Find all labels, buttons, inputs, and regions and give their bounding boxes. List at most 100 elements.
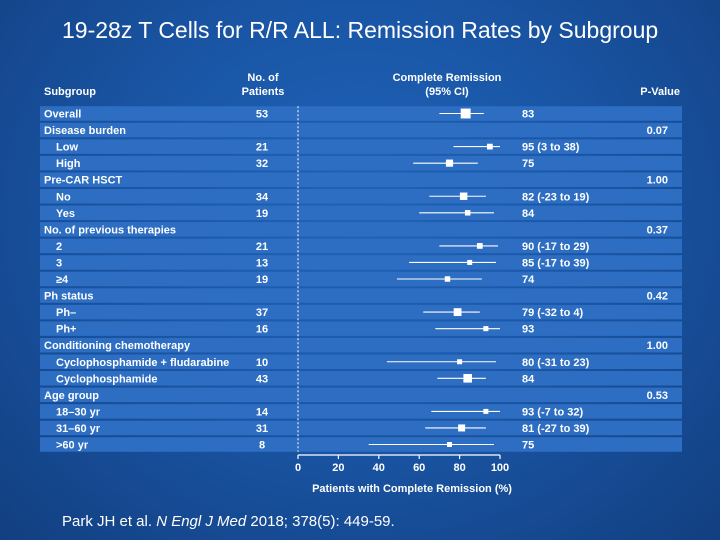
row-band — [40, 437, 682, 452]
header-pvalue: P-Value — [640, 86, 680, 98]
row-band — [40, 238, 682, 254]
header-patients-line2: Patients — [242, 86, 285, 98]
row-pvalue: 1.00 — [647, 340, 668, 352]
row-label: Overall — [44, 109, 81, 121]
row-band — [40, 222, 682, 237]
row-label: Disease burden — [44, 125, 126, 137]
row-patients: 53 — [256, 109, 268, 121]
row-patients: 19 — [256, 208, 268, 220]
row-band — [40, 172, 682, 187]
row-band — [40, 304, 682, 320]
citation-journal: N Engl J Med — [156, 513, 247, 530]
row-patients: 43 — [256, 373, 268, 385]
row-band — [40, 205, 682, 221]
row-label: Age group — [44, 390, 99, 402]
row-cr-value: 90 (-17 to 29) — [522, 241, 590, 253]
estimate-marker — [457, 359, 463, 365]
row-label: Low — [56, 142, 78, 154]
row-patients: 31 — [256, 423, 268, 435]
row-label: 3 — [56, 257, 62, 269]
citation: Park JH et al. N Engl J Med 2018; 378(5)… — [62, 513, 395, 530]
x-tick-label: 100 — [491, 462, 509, 474]
row-label: Ph status — [44, 291, 94, 303]
row-patients: 14 — [256, 406, 269, 418]
row-label: 2 — [56, 241, 62, 253]
row-band — [40, 122, 682, 138]
row-cr-value: 81 (-27 to 39) — [522, 423, 590, 435]
row-cr-value: 79 (-32 to 4) — [522, 307, 583, 319]
row-cr-value: 82 (-23 to 19) — [522, 191, 590, 203]
row-label: Ph– — [56, 307, 76, 319]
header-subgroup: Subgroup — [44, 86, 96, 98]
row-band — [40, 420, 682, 436]
row-cr-value: 95 (3 to 38) — [522, 142, 580, 154]
row-label: Conditioning chemotherapy — [44, 340, 191, 352]
estimate-marker — [447, 442, 452, 447]
row-label: Yes — [56, 208, 75, 220]
citation-details: 2018; 378(5): 449-59. — [250, 513, 395, 530]
x-tick-label: 80 — [453, 462, 465, 474]
row-label: >60 yr — [56, 440, 89, 452]
row-band — [40, 271, 682, 287]
x-tick-label: 0 — [295, 462, 301, 474]
row-pvalue: 1.00 — [647, 175, 668, 187]
row-pvalue: 0.07 — [647, 125, 668, 137]
slide-title: 19-28z T Cells for R/R ALL: Remission Ra… — [62, 17, 659, 43]
row-cr-value: 75 — [522, 158, 534, 170]
row-patients: 32 — [256, 158, 268, 170]
row-label: ≥4 — [56, 274, 69, 286]
row-band — [40, 371, 682, 386]
estimate-marker — [460, 108, 471, 119]
estimate-marker — [459, 192, 468, 200]
estimate-marker — [458, 424, 466, 432]
estimate-marker — [445, 159, 454, 167]
row-label: 18–30 yr — [56, 406, 101, 418]
row-patients: 34 — [256, 191, 269, 203]
row-label: Ph+ — [56, 324, 76, 336]
x-tick-label: 60 — [413, 462, 425, 474]
row-band — [40, 106, 682, 121]
row-pvalue: 0.37 — [647, 224, 668, 236]
estimate-marker — [464, 210, 471, 216]
row-band — [40, 288, 682, 303]
header-patients-line1: No. of — [247, 72, 278, 84]
row-label: Pre-CAR HSCT — [44, 175, 123, 187]
row-label: Cyclophosphamide + fludarabine — [56, 357, 229, 369]
estimate-marker — [467, 259, 473, 265]
row-label: Cyclophosphamide — [56, 373, 157, 385]
x-tick-label: 40 — [373, 462, 385, 474]
row-band — [40, 255, 682, 270]
x-axis-label: Patients with Complete Remission (%) — [312, 483, 512, 495]
row-band — [40, 387, 682, 403]
row-cr-value: 83 — [522, 109, 534, 121]
row-band — [40, 321, 682, 336]
row-band — [40, 139, 682, 154]
row-label: High — [56, 158, 81, 170]
row-band — [40, 354, 682, 369]
estimate-marker — [483, 326, 489, 332]
row-cr-value: 84 — [522, 208, 535, 220]
estimate-marker — [444, 276, 451, 282]
estimate-marker — [476, 243, 483, 249]
row-band — [40, 404, 682, 419]
citation-authors: Park JH et al. — [62, 513, 153, 530]
estimate-marker — [487, 143, 493, 150]
row-band — [40, 155, 682, 171]
row-cr-value: 93 (-7 to 32) — [522, 406, 583, 418]
row-cr-value: 74 — [522, 274, 535, 286]
estimate-marker — [463, 374, 472, 383]
row-patients: 19 — [256, 274, 268, 286]
header-cr-line2: (95% CI) — [425, 86, 469, 98]
row-cr-value: 85 (-17 to 39) — [522, 257, 590, 269]
row-patients: 21 — [256, 241, 268, 253]
header-cr-line1: Complete Remission — [393, 72, 502, 84]
row-cr-value: 80 (-31 to 23) — [522, 357, 590, 369]
row-patients: 21 — [256, 142, 268, 154]
row-patients: 13 — [256, 257, 268, 269]
x-tick-label: 20 — [332, 462, 344, 474]
row-cr-value: 75 — [522, 440, 534, 452]
row-pvalue: 0.53 — [647, 390, 668, 402]
row-patients: 16 — [256, 324, 268, 336]
row-patients: 37 — [256, 307, 268, 319]
